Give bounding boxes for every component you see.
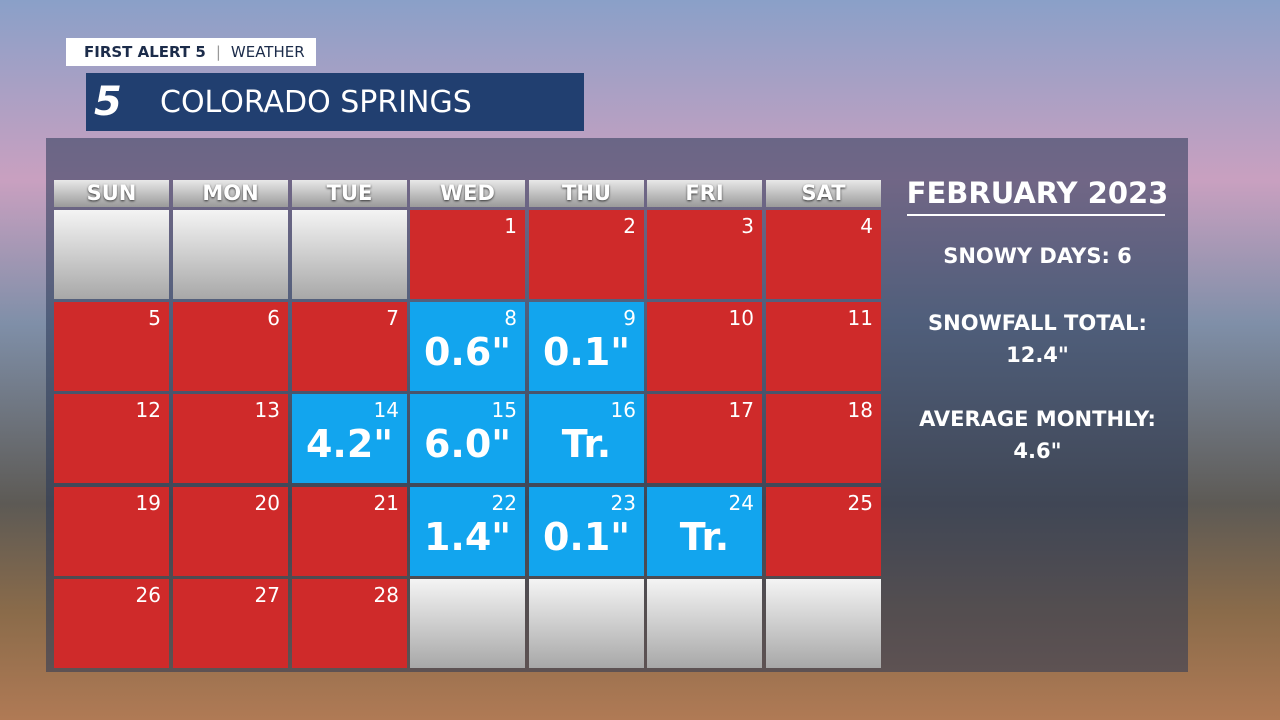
snowfall: Tr. [561,422,612,466]
day-number: 5 [148,306,161,330]
snowfall: Tr. [679,515,730,559]
stat-label: AVERAGE MONTHLY: [919,407,1156,431]
day-cell: 5 [54,302,169,391]
month-title: FEBRUARY 2023 [906,176,1169,210]
snowfall: 4.2" [305,422,394,466]
day-number: 14 [373,398,399,422]
snowfall: 1.4" [423,515,512,559]
day-cell: 17 [647,394,762,483]
stat: SNOWY DAYS: 6 [895,240,1180,272]
day-header: SAT [766,180,881,207]
day-cell: 25 [766,487,881,576]
day-cell: 8 0.6" [410,302,525,391]
empty-cell [766,579,881,668]
day-number: 20 [254,491,280,515]
day-header: THU [529,180,644,207]
day-cell: 21 [292,487,407,576]
stat-label: SNOWFALL TOTAL: [928,311,1147,335]
section: WEATHER [230,43,305,61]
day-header: TUE [292,180,407,207]
day-number: 8 [504,306,517,330]
day-cell: 9 0.1" [529,302,644,391]
empty-cell [54,210,169,299]
day-cell: 24 Tr. [647,487,762,576]
day-number: 19 [135,491,161,515]
day-number: 2 [623,214,636,238]
day-number: 17 [728,398,754,422]
stat-label: SNOWY DAYS: [943,244,1110,268]
day-cell: 26 [54,579,169,668]
day-number: 15 [491,398,517,422]
day-number: 4 [860,214,873,238]
empty-cell [647,579,762,668]
day-header: SUN [54,180,169,207]
day-header: WED [410,180,525,207]
day-number: 6 [267,306,280,330]
day-number: 3 [741,214,754,238]
stat: SNOWFALL TOTAL: 12.4" [895,307,1180,371]
day-number: 21 [373,491,399,515]
day-cell: 20 [173,487,288,576]
day-cell: 11 [766,302,881,391]
day-number: 1 [504,214,517,238]
day-number: 9 [623,306,636,330]
snowfall: 0.6" [423,330,512,374]
day-cell: 22 1.4" [410,487,525,576]
day-cell: 28 [292,579,407,668]
empty-cell [292,210,407,299]
stat-value: 6 [1117,244,1132,268]
day-cell: 2 [529,210,644,299]
day-cell: 6 [173,302,288,391]
day-number: 24 [728,491,754,515]
day-number: 25 [847,491,873,515]
location: COLORADO SPRINGS [160,84,472,120]
day-cell: 3 [647,210,762,299]
divider: | [215,43,221,61]
day-cell: 18 [766,394,881,483]
location-bar: 5 COLORADO SPRINGS [86,73,584,131]
day-cell: 12 [54,394,169,483]
day-cell: 19 [54,487,169,576]
day-number: 18 [847,398,873,422]
empty-cell [529,579,644,668]
empty-cell [410,579,525,668]
day-header: MON [173,180,288,207]
day-cell: 27 [173,579,288,668]
day-cell: 4 [766,210,881,299]
day-header: FRI [647,180,762,207]
day-number: 26 [135,583,161,607]
day-number: 12 [135,398,161,422]
day-number: 11 [847,306,873,330]
brand: FIRST ALERT 5 [84,43,206,61]
day-number: 28 [373,583,399,607]
day-cell: 23 0.1" [529,487,644,576]
logo: 5 [94,79,122,125]
day-cell: 16 Tr. [529,394,644,483]
snowfall: 0.1" [542,330,631,374]
brand-tag: FIRST ALERT 5 | WEATHER [66,38,316,66]
snowfall: 0.1" [542,515,631,559]
day-cell: 7 [292,302,407,391]
snowfall: 6.0" [423,422,512,466]
day-number: 7 [386,306,399,330]
day-cell: 10 [647,302,762,391]
stat-value: 4.6" [1013,439,1062,463]
stat-value: 12.4" [1006,343,1069,367]
day-cell: 13 [173,394,288,483]
day-number: 23 [610,491,636,515]
empty-cell [173,210,288,299]
day-number: 10 [728,306,754,330]
day-number: 13 [254,398,280,422]
day-number: 22 [491,491,517,515]
day-number: 27 [254,583,280,607]
day-number: 16 [610,398,636,422]
day-cell: 1 [410,210,525,299]
title-rule [907,214,1165,216]
day-cell: 14 4.2" [292,394,407,483]
day-cell: 15 6.0" [410,394,525,483]
stat: AVERAGE MONTHLY: 4.6" [895,403,1180,467]
